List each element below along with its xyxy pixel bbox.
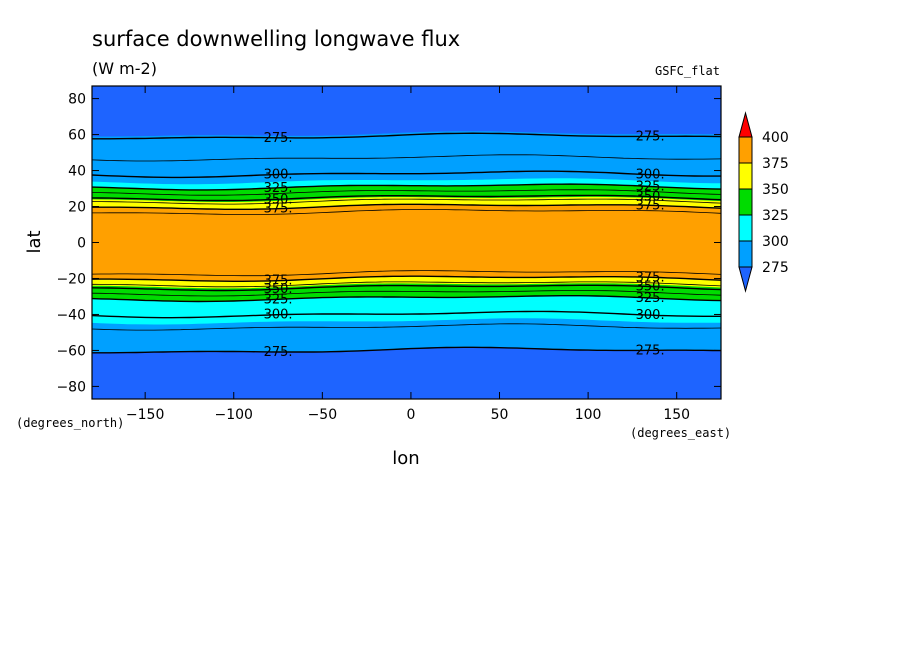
plot-area: 275. 275.300. 300.325. 325.350. 350.375. 375.… [91, 85, 722, 400]
y-tick-label: 80 [68, 92, 86, 108]
colorbar-arrow-top [738, 111, 753, 138]
contour-line [91, 194, 722, 202]
contour-line [91, 183, 722, 191]
x-axis: −150 −100 −50 0 50 100 150 [126, 86, 690, 423]
colorbar-segment [738, 162, 753, 190]
contour-label: 350. [636, 190, 665, 205]
x-units-label: (degrees_east) [630, 426, 731, 440]
colorbar-segment [738, 240, 753, 268]
contour-line [91, 295, 722, 303]
y-tick-label: 60 [68, 128, 86, 144]
contour-line [91, 154, 722, 162]
contour-label: 300. [636, 168, 665, 183]
y-tick-label: 20 [68, 200, 86, 216]
y-tick-label: −80 [56, 379, 86, 395]
x-tick-label: 150 [663, 407, 690, 423]
x-tick-label: −150 [126, 407, 164, 423]
colorbar-arrow-bottom [738, 266, 753, 293]
contour-line [91, 275, 722, 282]
contour-band [91, 85, 722, 138]
dataset-label: GSFC_flat [655, 64, 720, 78]
y-tick-label: −20 [56, 271, 86, 287]
contour-label: 300. [264, 308, 293, 323]
contour-line [91, 284, 722, 292]
contour-line [91, 323, 722, 331]
contour-line [92, 209, 722, 215]
chart-units: (W m-2) [92, 59, 157, 78]
contour-label: 350. [636, 280, 665, 295]
contour-label: 375. [264, 202, 293, 217]
colorbar-label: 375 [762, 156, 789, 172]
colorbar-segment [738, 188, 753, 216]
colorbar-label: 300 [762, 234, 789, 250]
y-tick-label: −60 [56, 343, 86, 359]
y-tick-label: −40 [56, 307, 86, 323]
contour-line [91, 281, 722, 288]
y-tick-label: 0 [77, 236, 86, 252]
y-tick-label: 40 [68, 164, 86, 180]
contour-label: 275. [264, 131, 293, 146]
x-tick-label: −100 [215, 407, 253, 423]
contour-label: 300. [636, 308, 665, 323]
contour-line [91, 270, 722, 277]
contour-line [92, 346, 722, 354]
y-units-label: (degrees_north) [16, 416, 124, 430]
contour-label: 325. [636, 291, 665, 306]
x-tick-label: 50 [491, 407, 509, 423]
contour-label: 350. [264, 282, 293, 297]
contour-label: 375. [636, 198, 665, 213]
y-axis: 80 60 40 20 0 −20 −40 −60 −80 [56, 92, 721, 395]
x-tick-label: 100 [575, 407, 602, 423]
x-tick-label: −50 [308, 407, 338, 423]
contour-label: 375. [264, 274, 293, 289]
colorbar: 400 375 350 325 300 275 [738, 111, 789, 293]
contour-label: 325. [264, 292, 293, 307]
contour-line [91, 290, 722, 297]
colorbar-segment [738, 136, 753, 164]
chart-title: surface downwelling longwave flux [92, 27, 460, 51]
contour-band [91, 209, 722, 276]
contour-band [91, 347, 722, 400]
contour-label: 275. [264, 345, 293, 360]
contour-line [91, 310, 721, 319]
contour-label: 300. [264, 168, 293, 183]
x-tick-label: 0 [406, 407, 415, 423]
contour-line [92, 203, 722, 210]
colorbar-label: 400 [762, 130, 789, 146]
colorbar-label: 350 [762, 182, 789, 198]
contour-label: 275. [636, 129, 665, 144]
contour-line [91, 189, 722, 196]
colorbar-label: 325 [762, 208, 789, 224]
contour-line [91, 170, 721, 179]
contour-label: 275. [636, 343, 665, 358]
contour-label: 375. [636, 270, 665, 285]
colorbar-segment [738, 214, 753, 242]
y-axis-label: lat [24, 230, 45, 253]
contour-label: 325. [636, 179, 665, 194]
contour-label: 325. [264, 181, 293, 196]
x-axis-label: lon [392, 448, 419, 469]
colorbar-label: 275 [762, 260, 789, 276]
contour-line [92, 198, 722, 205]
contour-line [92, 132, 722, 140]
